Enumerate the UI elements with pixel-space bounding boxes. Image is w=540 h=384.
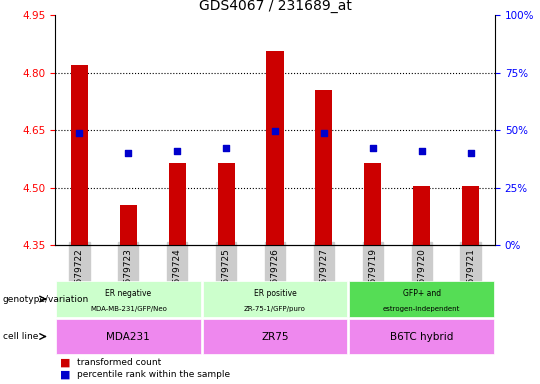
- Bar: [364, 162, 381, 245]
- Text: GFP+ and: GFP+ and: [403, 289, 441, 298]
- Bar: [120, 205, 137, 245]
- Point: [222, 145, 231, 151]
- Bar: [349, 319, 494, 354]
- Text: ZR75: ZR75: [261, 331, 289, 341]
- Bar: [168, 162, 186, 245]
- Text: ZR-75-1/GFP/puro: ZR-75-1/GFP/puro: [244, 306, 306, 311]
- Point: [466, 150, 475, 156]
- Point: [368, 145, 377, 151]
- Bar: [56, 319, 201, 354]
- Bar: [56, 281, 201, 317]
- Bar: [202, 281, 347, 317]
- Bar: [349, 281, 494, 317]
- Point: [124, 150, 133, 156]
- Bar: [413, 185, 430, 245]
- Text: ■: ■: [60, 369, 71, 379]
- Text: cell line: cell line: [3, 332, 38, 341]
- Text: MDA-MB-231/GFP/Neo: MDA-MB-231/GFP/Neo: [90, 306, 167, 311]
- Text: ER negative: ER negative: [105, 289, 151, 298]
- Bar: [462, 185, 479, 245]
- Text: MDA231: MDA231: [106, 331, 150, 341]
- Title: GDS4067 / 231689_at: GDS4067 / 231689_at: [199, 0, 352, 13]
- Bar: [71, 65, 88, 245]
- Point: [75, 131, 84, 137]
- Point: [173, 147, 181, 154]
- Bar: [218, 162, 235, 245]
- Text: ■: ■: [60, 358, 71, 368]
- Text: B6TC hybrid: B6TC hybrid: [390, 331, 454, 341]
- Point: [320, 131, 328, 137]
- Point: [417, 147, 426, 154]
- Text: transformed count: transformed count: [77, 358, 161, 367]
- Text: ER positive: ER positive: [254, 289, 296, 298]
- Text: estrogen-independent: estrogen-independent: [383, 306, 461, 311]
- Text: genotype/variation: genotype/variation: [3, 295, 89, 303]
- Point: [271, 128, 279, 134]
- Bar: [266, 51, 284, 245]
- Bar: [315, 90, 333, 245]
- Text: percentile rank within the sample: percentile rank within the sample: [77, 370, 230, 379]
- Bar: [202, 319, 347, 354]
